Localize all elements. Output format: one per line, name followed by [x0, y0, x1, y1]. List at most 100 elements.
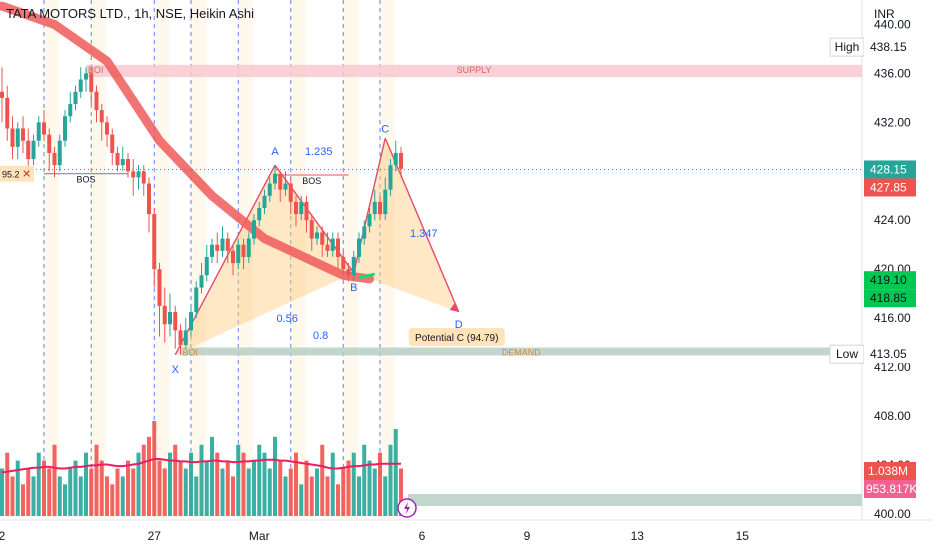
candle-body: [236, 244, 241, 264]
volume-bar: [336, 484, 340, 516]
moving-average-tail: [358, 272, 376, 280]
volume-bar: [309, 476, 314, 516]
volume-avg-box: [864, 480, 916, 498]
volume-bar: [10, 476, 15, 516]
currency-label: INR: [874, 7, 895, 21]
session-band: [237, 0, 253, 520]
volume-bar: [372, 468, 377, 516]
volume-bar: [42, 460, 46, 516]
candle-body: [147, 183, 151, 215]
candle-body: [141, 171, 146, 184]
volume-avg-value: 953.817K: [866, 482, 917, 496]
candle-body: [320, 232, 325, 245]
candle-body: [299, 201, 304, 215]
volume-bar: [378, 452, 382, 516]
volume-bar: [220, 468, 225, 516]
green-tag-a-box: [864, 271, 916, 290]
candle-body: [388, 165, 393, 190]
candle-body: [204, 256, 209, 276]
x-tick-label: 13: [631, 529, 645, 543]
volume-bar: [94, 444, 99, 516]
volume-last-value: 1.038M: [868, 464, 908, 478]
demand-zone-label: DEMAND: [502, 347, 542, 357]
candle-body: [315, 232, 319, 239]
volume-bar: [273, 436, 277, 516]
harmonic-point-d: D: [455, 319, 463, 331]
candle-body: [399, 152, 403, 169]
volume-bar: [5, 452, 10, 516]
candle-body: [10, 128, 15, 147]
left-marker-label: 95.2: [2, 170, 20, 180]
volume-bar: [330, 452, 335, 516]
candle-body: [73, 91, 78, 104]
candle-body: [173, 312, 178, 331]
candle-body: [115, 152, 120, 166]
candle-body: [131, 171, 136, 178]
volume-bar: [236, 444, 241, 516]
volume-bar: [105, 476, 109, 516]
candle-body: [0, 91, 4, 98]
candle-body: [199, 275, 204, 288]
x-tick-label: 9: [524, 529, 531, 543]
volume-bar: [362, 444, 367, 516]
candle-body: [325, 244, 330, 251]
ratio-ac: 1.235: [305, 146, 333, 158]
volume-bar: [152, 421, 157, 516]
volume-bar: [99, 460, 104, 516]
volume-bar: [115, 468, 120, 516]
bos-label: BOS: [302, 176, 321, 186]
candle-body: [283, 183, 288, 190]
candle-body: [336, 238, 340, 257]
volume-bar: [162, 468, 167, 516]
session-band: [342, 0, 358, 520]
volume-bar: [183, 468, 188, 516]
volume-bar: [325, 476, 330, 516]
candle-body: [267, 183, 272, 196]
green-tag-a-value: 419.10: [870, 273, 907, 287]
candle-body: [288, 183, 293, 202]
volume-bar: [194, 476, 199, 516]
candle-body: [330, 238, 335, 251]
candle-body: [357, 238, 361, 257]
candle-body: [178, 330, 183, 346]
volume-bar: [283, 476, 288, 516]
candle-body: [78, 79, 83, 92]
volume-bar: [47, 468, 52, 516]
volume-bar: [262, 452, 267, 516]
candle-body: [262, 195, 267, 208]
zone-tag-label: BOI: [183, 347, 199, 357]
volume-bar: [351, 452, 356, 516]
volume-bar: [257, 444, 262, 516]
green-tag-b-value: 418.85: [870, 291, 907, 305]
candle-body: [99, 110, 104, 123]
y-tick-label: 432.00: [874, 115, 911, 129]
candle-body: [215, 244, 220, 251]
candle-body: [383, 189, 388, 215]
candle-body: [162, 305, 167, 325]
volume-bar: [89, 468, 94, 516]
candle-body: [257, 208, 262, 221]
x-tick-label: 2: [0, 529, 6, 543]
y-tick-label: 412.00: [874, 360, 911, 374]
volume-bar: [383, 476, 388, 516]
low-tag-box: [864, 345, 916, 364]
volume-bar: [26, 468, 31, 516]
candle-body: [5, 97, 10, 129]
prev-price-value: 427.85: [870, 180, 907, 194]
volume-bar: [393, 428, 398, 516]
volume-bar: [147, 436, 151, 516]
candle-body: [21, 128, 25, 141]
y-tick-label: 424.00: [874, 213, 911, 227]
volume-bar: [141, 444, 146, 516]
volume-bar: [73, 460, 78, 516]
volume-bar: [225, 460, 230, 516]
session-band: [289, 0, 306, 520]
volume-bar: [241, 452, 246, 516]
volume-bar: [367, 460, 372, 516]
candle-body: [68, 104, 73, 117]
candle-body: [168, 312, 172, 325]
last-price-tag-value: 428.15: [870, 162, 907, 176]
candle-body: [367, 214, 372, 227]
